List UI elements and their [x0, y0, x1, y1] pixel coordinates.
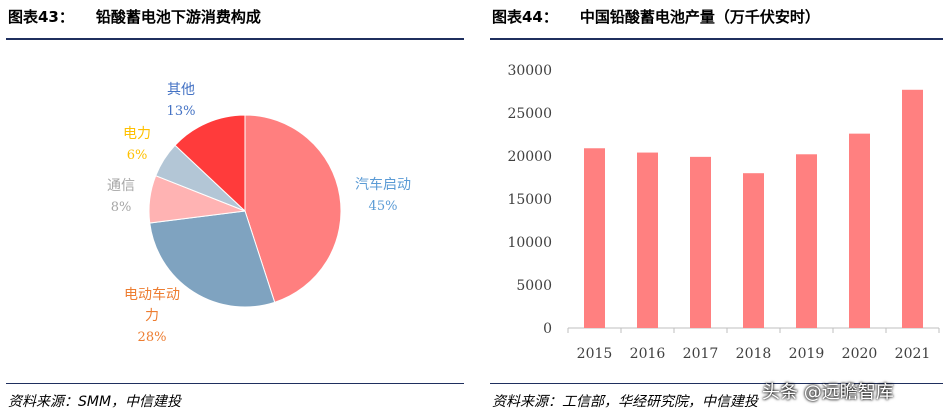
- y-tick-label: 0: [543, 321, 552, 337]
- pie-slice-label: 汽车启动: [355, 176, 411, 193]
- x-tick-label: 2018: [736, 346, 772, 362]
- x-tick-label: 2017: [683, 346, 719, 362]
- bar: [902, 89, 923, 328]
- bar-chart-panel: 图表44： 中国铅酸蓄电池产量（万千伏安时） 0 5000 10000 15000 200…: [484, 0, 949, 414]
- pie-chart-source: 资料来源：SMM，中信建投: [8, 394, 182, 410]
- y-tick-label: 15000: [507, 192, 552, 208]
- pie-slice-label: 其他: [167, 82, 195, 98]
- y-tick-label: 30000: [507, 63, 552, 79]
- pie-slice-label: 电力: [123, 126, 151, 142]
- footer-rule: [6, 383, 464, 384]
- bar: [849, 133, 870, 328]
- bar: [584, 148, 605, 328]
- bar-chart-title-text: 中国铅酸蓄电池产量（万千伏安时）: [579, 8, 820, 26]
- bar: [690, 156, 711, 328]
- bar: [637, 152, 658, 328]
- bar-chart-source: 资料来源：工信部，华经研究院，中信建投: [492, 394, 758, 410]
- title-rule: [6, 38, 464, 40]
- pie-slice: [244, 114, 342, 303]
- pie-slice-value: 45%: [369, 199, 398, 214]
- pie-slice-value: 6%: [127, 148, 148, 163]
- pie-chart-title-text: 铅酸蓄电池下游消费构成: [95, 8, 261, 26]
- y-tick-label: 10000: [507, 235, 552, 251]
- bar-chart-title: 图表44： 中国铅酸蓄电池产量（万千伏安时）: [492, 6, 820, 27]
- pie-chart-panel: 图表43： 铅酸蓄电池下游消费构成 汽车启动 45% 电动车动力 28% 通信 8% 电力 6%…: [0, 0, 470, 414]
- x-tick-label: 2015: [577, 346, 613, 362]
- pie-slice-value: 8%: [111, 200, 132, 215]
- x-tick-label: 2020: [842, 346, 878, 362]
- x-tick-label: 2021: [895, 346, 931, 362]
- watermark: 头条 @远瞻智库: [762, 382, 894, 403]
- pie-slice-value: 13%: [167, 104, 196, 119]
- pie-chart-title-number: 图表43：: [8, 8, 74, 26]
- pie-chart-title: 图表43： 铅酸蓄电池下游消费构成: [8, 6, 261, 27]
- pie-slice: [174, 114, 246, 213]
- bar: [743, 173, 764, 328]
- footer-rule: [490, 383, 943, 384]
- bar: [796, 154, 817, 328]
- title-rule: [490, 38, 943, 40]
- y-tick-label: 20000: [507, 149, 552, 165]
- bar-chart-title-number: 图表44：: [492, 8, 558, 26]
- x-tick-label: 2019: [789, 346, 825, 362]
- pie-slice-value: 28%: [138, 330, 167, 345]
- pie-slice-label: 力: [145, 308, 159, 324]
- pie-slice-label: 电动车动: [124, 286, 180, 303]
- y-tick-label: 25000: [507, 106, 552, 122]
- pie-slice-label: 通信: [107, 178, 135, 194]
- x-tick-label: 2016: [630, 346, 666, 362]
- y-tick-label: 5000: [516, 278, 552, 294]
- bar-chart: 0 5000 10000 15000 20000 25000 30000 2015 2016 20…: [507, 63, 940, 362]
- pie-slice: [149, 210, 276, 308]
